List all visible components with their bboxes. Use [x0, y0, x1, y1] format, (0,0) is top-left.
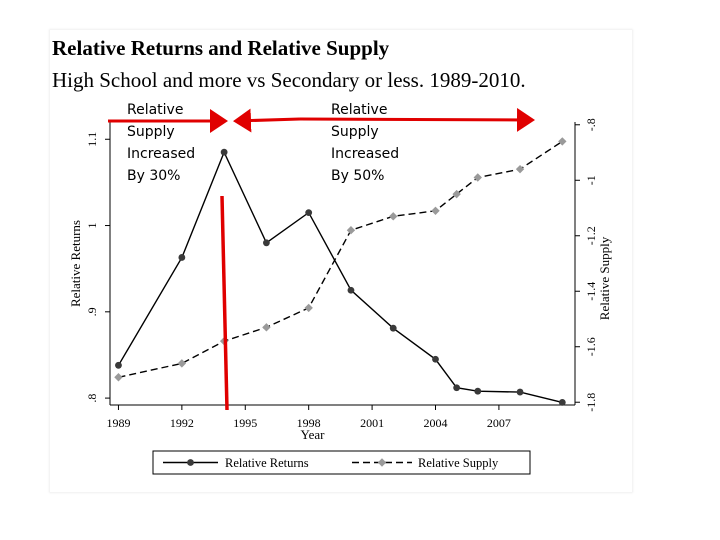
- y-right-tick-label: -1.4: [584, 282, 598, 301]
- chart-subtitle: High School and more vs Secondary or les…: [52, 68, 526, 92]
- chart-legend: Relative Returns Relative Supply: [152, 450, 531, 475]
- annotation-right-line: Relative: [331, 102, 388, 118]
- y-right-tick-label: -1: [584, 175, 598, 185]
- relative-supply-point: [558, 137, 567, 146]
- annotation-right: Relative Supply Increased By 50%: [331, 99, 399, 187]
- relative-returns-point: [305, 209, 313, 216]
- relative-returns-line: [117, 150, 563, 404]
- annotation-left-line: Supply: [127, 124, 175, 140]
- y-axis-left-label: Relative Returns: [68, 220, 83, 307]
- legend-returns-marker: [187, 459, 194, 466]
- y-axis-right-label: Relative Supply: [597, 236, 612, 320]
- x-tick-label: 1995: [233, 416, 257, 430]
- relative-returns-point: [389, 324, 397, 332]
- relative-supply-point: [389, 212, 398, 221]
- x-tick-label: 2007: [487, 416, 511, 430]
- annotation-left-line: By 30%: [127, 168, 181, 184]
- relative-returns-point: [453, 384, 461, 392]
- y-left-tick-label: .9: [85, 307, 99, 316]
- relative-returns-point: [516, 388, 524, 396]
- chart-frame: [50, 30, 632, 492]
- relative-returns-point: [347, 286, 355, 294]
- relative-supply-point: [114, 373, 123, 382]
- relative-returns-point: [432, 355, 439, 363]
- x-tick-label: 2001: [360, 416, 384, 430]
- y-right-tick-label: -.8: [584, 118, 598, 131]
- relative-supply-point: [515, 164, 525, 174]
- relative-returns-point: [558, 399, 566, 406]
- arrow-right-period: [299, 107, 535, 132]
- annotation-left-line: Relative: [127, 102, 184, 118]
- relative-supply-line: [118, 140, 563, 378]
- y-left-tick-label: 1: [85, 223, 99, 229]
- y-right-tick-label: -1.6: [584, 337, 598, 356]
- x-tick-label: 2004: [424, 416, 448, 430]
- y-right-tick-label: -1.8: [584, 393, 598, 412]
- chart-series-layer: [114, 137, 567, 406]
- relative-supply-point: [473, 173, 482, 182]
- relative-supply-point: [262, 323, 271, 332]
- y-right-tick-label: -1.2: [584, 226, 598, 245]
- vertical-divider-line: [220, 195, 229, 411]
- relative-supply-point: [452, 189, 461, 199]
- arrow-right-period-back: [233, 108, 301, 133]
- y-left-tick-label: 1.1: [85, 132, 99, 147]
- annotation-right-line: By 50%: [331, 168, 385, 184]
- relative-returns-point: [178, 254, 186, 261]
- chart-axes: 1989 1992 1995 1998 2001 2004 2007 Year .8 .9 1 1.1…: [68, 118, 612, 442]
- relative-supply-point: [177, 359, 187, 368]
- relative-supply-point: [304, 303, 313, 313]
- legend-label-returns: Relative Returns: [225, 456, 309, 470]
- annotation-markers: [108, 107, 535, 411]
- annotation-right-line: Increased: [331, 146, 400, 162]
- legend-box: [152, 450, 531, 475]
- x-axis-label: Year: [301, 427, 326, 442]
- annotation-left: Relative Supply Increased By 30%: [127, 99, 195, 187]
- relative-returns-point: [220, 148, 228, 156]
- relative-supply-point: [431, 206, 440, 215]
- annotation-right-line: Supply: [331, 124, 379, 140]
- x-tick-label: 1992: [170, 416, 194, 430]
- y-left-tick-label: .8: [85, 394, 99, 403]
- chart-title: Relative Returns and Relative Supply: [52, 36, 390, 60]
- legend-supply-marker: [377, 458, 387, 467]
- x-tick-label: 1989: [106, 416, 130, 430]
- relative-returns-point: [115, 361, 122, 369]
- legend-label-supply: Relative Supply: [418, 456, 499, 470]
- relative-supply-point: [346, 226, 356, 235]
- relative-returns-point: [263, 239, 270, 247]
- x-tick-label: 1998: [297, 416, 321, 430]
- annotation-left-line: Increased: [127, 146, 196, 162]
- relative-returns-point: [474, 387, 482, 395]
